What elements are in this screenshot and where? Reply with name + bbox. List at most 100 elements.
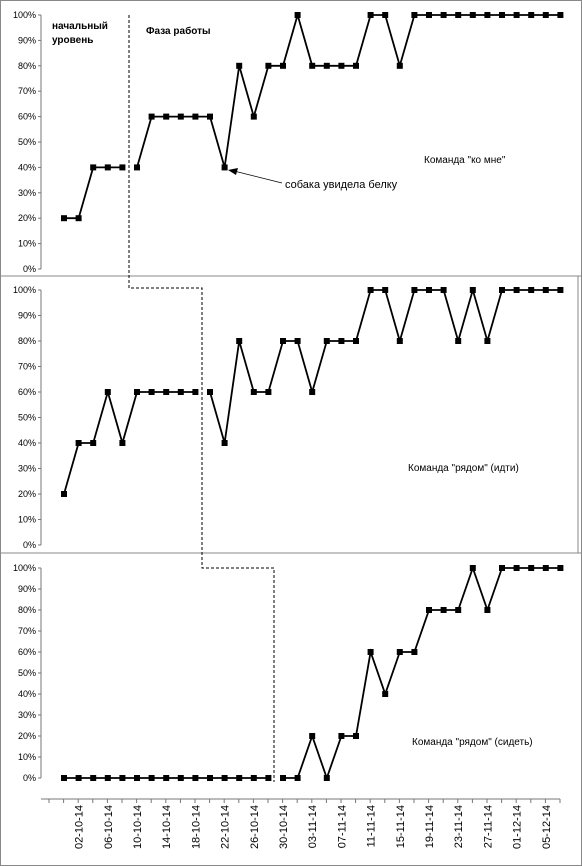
data-point: [455, 607, 462, 613]
data-point: [396, 338, 403, 344]
y-tick-label: 50%: [18, 668, 36, 678]
y-tick-label: 90%: [18, 35, 36, 45]
data-point: [557, 12, 564, 18]
data-point: [484, 12, 491, 18]
y-tick-label: 70%: [18, 362, 36, 372]
x-tick-label: 27-11-14: [482, 805, 494, 848]
data-point: [411, 287, 418, 293]
y-tick-label: 60%: [18, 112, 36, 122]
data-point: [104, 164, 111, 171]
y-tick-label: 10%: [18, 239, 36, 249]
y-tick-label: 100%: [13, 10, 36, 20]
y-tick-label: 50%: [18, 137, 36, 147]
data-point: [265, 62, 272, 69]
data-point: [484, 607, 491, 613]
data-point: [542, 12, 549, 18]
data-point: [90, 775, 97, 781]
y-tick-label: 20%: [18, 731, 36, 741]
panel-label: Команда "рядом" (идти): [408, 463, 519, 474]
data-point: [134, 389, 140, 395]
data-point: [90, 164, 97, 171]
data-point: [265, 775, 272, 781]
data-point: [192, 389, 199, 395]
data-point: [192, 113, 199, 120]
x-tick-label: 11-11-14: [366, 805, 378, 847]
x-tick-label: 06-10-14: [103, 805, 115, 849]
data-point: [426, 12, 432, 18]
data-point: [280, 338, 286, 344]
series-line-baseline: [64, 166, 123, 220]
data-point: [236, 338, 243, 344]
data-point: [294, 775, 301, 781]
y-tick-label: 70%: [18, 86, 36, 96]
data-point: [61, 215, 67, 222]
data-point: [323, 338, 330, 344]
data-point: [163, 775, 170, 781]
panel-label: Команда "ко мне": [424, 155, 506, 166]
data-point: [250, 389, 257, 395]
data-point: [557, 287, 564, 293]
y-tick-label: 20%: [18, 213, 36, 223]
baseline-phase-label-1: начальный: [52, 21, 108, 32]
data-point: [367, 649, 374, 655]
data-point: [367, 12, 374, 18]
data-point: [513, 287, 520, 293]
x-tick-label: 15-11-14: [395, 805, 407, 848]
y-tick-label: 20%: [18, 489, 36, 499]
panel-label: Команда "рядом" (сидеть): [412, 737, 533, 748]
x-tick-label: 23-11-14: [453, 805, 465, 848]
data-point: [455, 12, 462, 18]
data-point: [353, 338, 359, 344]
y-tick-label: 30%: [18, 188, 36, 198]
data-point: [323, 62, 330, 69]
data-point: [265, 389, 272, 395]
series-line-baseline: [63, 388, 196, 495]
data-point: [119, 164, 126, 171]
data-point: [338, 733, 345, 739]
data-point: [542, 287, 549, 293]
data-point: [440, 12, 447, 18]
data-point: [528, 565, 535, 571]
x-tick-label: 26-10-14: [249, 805, 261, 849]
y-tick-label: 30%: [18, 464, 36, 474]
series-line-intervention: [136, 11, 561, 168]
y-tick-label: 100%: [13, 563, 36, 573]
x-tick-label: 22-10-14: [220, 805, 232, 849]
y-tick-label: 100%: [13, 285, 36, 295]
data-point: [323, 775, 330, 781]
data-point: [177, 113, 184, 120]
data-point: [513, 12, 520, 18]
data-point: [469, 287, 476, 293]
data-point: [455, 338, 462, 344]
data-point: [134, 164, 140, 171]
y-tick-label: 10%: [18, 515, 36, 525]
data-point: [119, 775, 126, 781]
baseline-phase-label-2: уровень: [52, 35, 93, 46]
data-point: [294, 12, 301, 18]
data-point: [513, 565, 520, 571]
x-tick-labels: 02-10-14 06-10-14 10-10-14 14-10-14 18-10-14…: [74, 805, 553, 849]
data-point: [221, 164, 228, 171]
data-point: [75, 775, 82, 781]
data-point: [250, 775, 257, 781]
data-point: [294, 338, 301, 344]
data-point: [309, 389, 316, 395]
x-tick-label: 30-10-14: [278, 805, 290, 849]
data-point: [207, 389, 213, 395]
y-tick-label: 30%: [18, 710, 36, 720]
data-point: [280, 775, 286, 781]
phase-change-line: [128, 15, 275, 782]
annotation-arrow: [233, 170, 283, 184]
data-point: [309, 62, 316, 69]
y-tick-label: 0%: [23, 773, 36, 783]
data-point: [499, 12, 505, 18]
data-point: [411, 649, 418, 655]
x-tick-label: 02-10-14: [74, 805, 86, 849]
y-tick-label: 40%: [18, 438, 36, 448]
y-tick-label: 80%: [18, 61, 36, 71]
data-point: [542, 565, 549, 571]
data-point: [236, 775, 243, 781]
y-tick-label: 60%: [18, 387, 36, 397]
data-point: [440, 607, 447, 613]
